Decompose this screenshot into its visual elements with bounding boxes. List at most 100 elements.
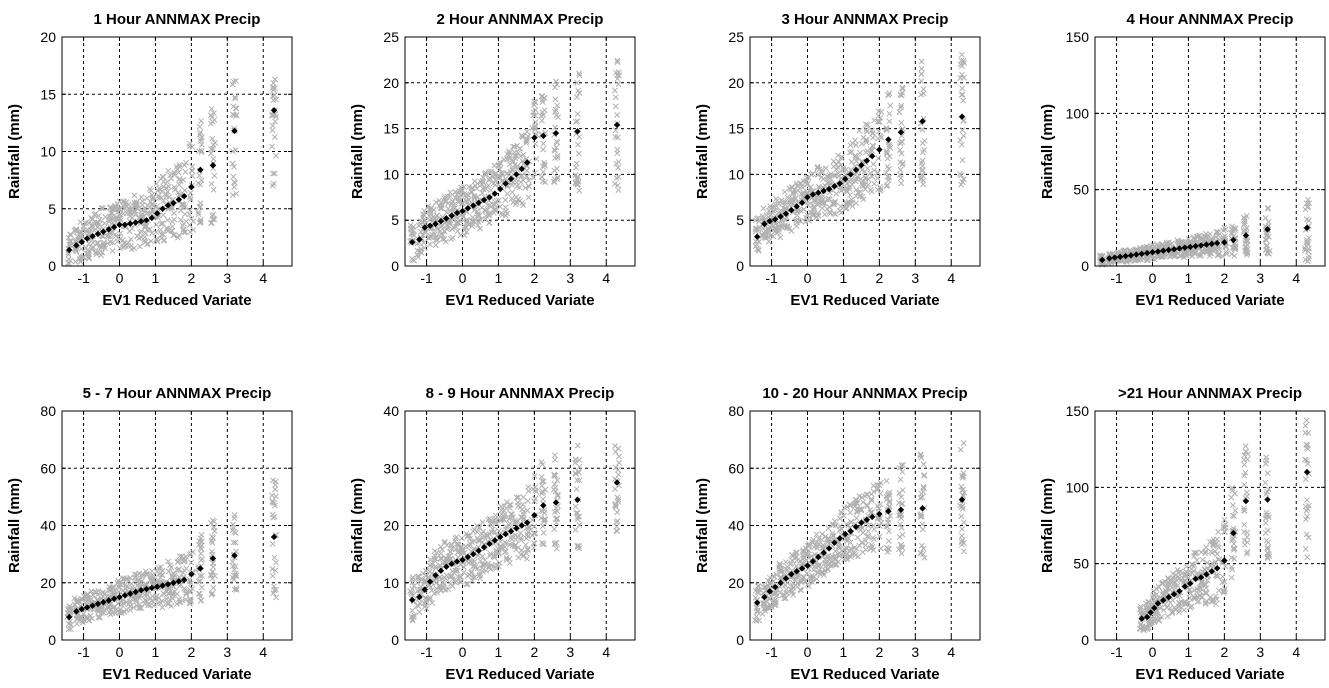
simulated-point: [409, 576, 416, 583]
simulated-point: [478, 204, 485, 211]
simulated-point: [1241, 452, 1248, 459]
simulated-point: [182, 168, 189, 175]
simulated-point: [524, 507, 531, 514]
simulated-point: [168, 564, 175, 571]
simulated-point: [853, 515, 860, 522]
simulated-point: [229, 563, 236, 570]
observed-point: [771, 216, 779, 223]
simulated-point: [875, 118, 881, 125]
simulated-point: [869, 173, 876, 180]
simulated-point: [1304, 204, 1311, 211]
simulated-point: [149, 207, 156, 214]
x-tick-label: -1: [420, 270, 433, 286]
observed-point: [761, 220, 768, 228]
simulated-point: [538, 117, 545, 124]
simulated-point: [180, 201, 187, 208]
simulated-point: [539, 488, 546, 495]
simulated-point: [835, 152, 842, 159]
simulated-point: [886, 90, 893, 97]
simulated-point: [1230, 547, 1237, 553]
x-tick-label: 1: [495, 270, 503, 286]
simulated-point: [197, 578, 204, 585]
simulated-point: [427, 241, 433, 248]
y-tick-label: 80: [728, 403, 744, 419]
simulated-point: [524, 128, 530, 135]
observed-point: [432, 572, 439, 579]
observed-point: [475, 199, 482, 206]
simulated-point: [508, 511, 514, 518]
x-tick-label: 2: [875, 644, 883, 660]
simulated-point: [809, 578, 816, 585]
simulated-point: [272, 567, 279, 574]
simulated-point: [576, 70, 583, 77]
observed-point: [154, 210, 161, 217]
simulated-point: [575, 141, 581, 148]
simulated-point: [159, 220, 166, 227]
simulated-point: [765, 238, 772, 245]
simulated-point: [469, 184, 476, 191]
simulated-point: [525, 182, 532, 189]
simulated-point: [959, 127, 966, 133]
simulated-point: [886, 503, 893, 510]
simulated-point: [1195, 598, 1202, 605]
simulated-point: [531, 170, 538, 177]
simulated-point: [770, 578, 777, 585]
observed-point: [1170, 246, 1178, 253]
simulated-point: [836, 515, 843, 522]
simulated-point: [572, 526, 579, 533]
simulated-point: [918, 160, 925, 166]
simulated-point: [137, 591, 144, 598]
simulated-point: [853, 186, 860, 193]
simulated-point: [1264, 205, 1271, 212]
simulated-point: [1171, 580, 1178, 587]
simulated-point: [863, 136, 870, 143]
simulated-point: [540, 496, 546, 503]
simulated-point: [770, 207, 777, 214]
simulated-point: [572, 503, 579, 510]
simulated-point: [1229, 566, 1236, 573]
observed-point: [408, 238, 416, 246]
simulated-point: [442, 586, 449, 593]
simulated-point: [164, 178, 171, 185]
simulated-point: [153, 593, 159, 600]
simulated-point: [958, 63, 965, 70]
simulated-point: [477, 225, 483, 232]
simulated-point: [752, 243, 759, 249]
simulated-point: [104, 240, 111, 247]
observed-point: [154, 583, 161, 590]
simulated-point: [885, 538, 892, 544]
simulated-point: [760, 205, 767, 212]
simulated-point: [519, 514, 526, 521]
simulated-point: [1241, 216, 1248, 223]
simulated-point: [1302, 545, 1309, 552]
simulated-point: [120, 576, 127, 583]
observed-point: [788, 570, 795, 578]
simulated-point: [840, 512, 847, 519]
simulated-point: [854, 500, 861, 507]
simulated-point: [920, 545, 927, 552]
simulated-point: [767, 603, 774, 610]
observed-point: [1303, 224, 1311, 232]
x-axis-label: EV1 Reduced Variate: [1135, 292, 1284, 309]
simulated-point: [195, 578, 202, 585]
observed-point: [919, 118, 926, 125]
axes-frame: [1094, 36, 1326, 267]
simulated-point: [898, 92, 905, 99]
simulated-point: [518, 132, 525, 139]
simulated-point: [492, 206, 499, 213]
simulated-point: [501, 513, 508, 520]
simulated-point: [480, 568, 486, 575]
simulated-point: [437, 587, 444, 594]
x-axis-label: EV1 Reduced Variate: [445, 292, 594, 309]
simulated-point: [573, 174, 580, 181]
simulated-point: [958, 532, 965, 539]
simulated-point: [427, 208, 434, 215]
simulated-point: [517, 179, 524, 186]
simulated-point: [918, 78, 925, 84]
simulated-point: [269, 122, 276, 129]
panel-title: >21 Hour ANNMAX Precip: [1118, 385, 1302, 402]
y-tick-label: 80: [40, 403, 56, 419]
y-tick-label: 0: [736, 632, 744, 648]
observed-point: [159, 205, 166, 212]
